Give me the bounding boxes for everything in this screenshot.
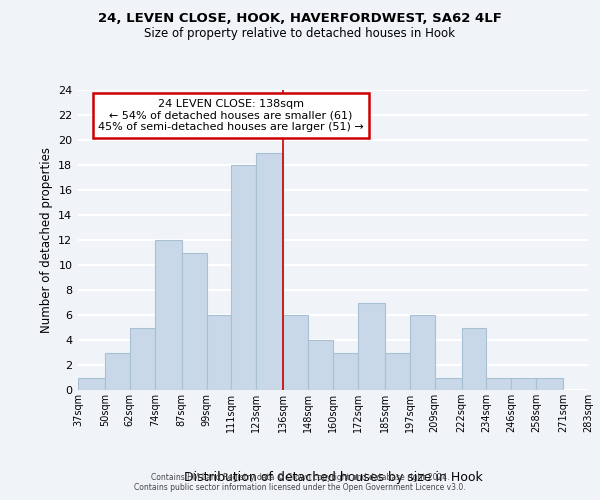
- Text: Contains HM Land Registry data © Crown copyright and database right 2024.
Contai: Contains HM Land Registry data © Crown c…: [134, 473, 466, 492]
- Bar: [487, 378, 511, 390]
- Text: 24 LEVEN CLOSE: 138sqm
← 54% of detached houses are smaller (61)
45% of semi-det: 24 LEVEN CLOSE: 138sqm ← 54% of detached…: [98, 99, 364, 132]
- Bar: [130, 328, 155, 390]
- Bar: [206, 315, 232, 390]
- Bar: [434, 378, 461, 390]
- Bar: [155, 240, 182, 390]
- Bar: [232, 165, 256, 390]
- Bar: [105, 352, 130, 390]
- Bar: [182, 252, 206, 390]
- Bar: [410, 315, 434, 390]
- Text: Size of property relative to detached houses in Hook: Size of property relative to detached ho…: [145, 28, 455, 40]
- Bar: [358, 302, 385, 390]
- Bar: [536, 378, 563, 390]
- Bar: [78, 378, 105, 390]
- Bar: [256, 152, 283, 390]
- Bar: [461, 328, 487, 390]
- Bar: [511, 378, 536, 390]
- Bar: [283, 315, 308, 390]
- Bar: [333, 352, 358, 390]
- Y-axis label: Number of detached properties: Number of detached properties: [40, 147, 53, 333]
- Bar: [385, 352, 410, 390]
- X-axis label: Distribution of detached houses by size in Hook: Distribution of detached houses by size …: [184, 471, 482, 484]
- Text: 24, LEVEN CLOSE, HOOK, HAVERFORDWEST, SA62 4LF: 24, LEVEN CLOSE, HOOK, HAVERFORDWEST, SA…: [98, 12, 502, 26]
- Bar: [308, 340, 333, 390]
